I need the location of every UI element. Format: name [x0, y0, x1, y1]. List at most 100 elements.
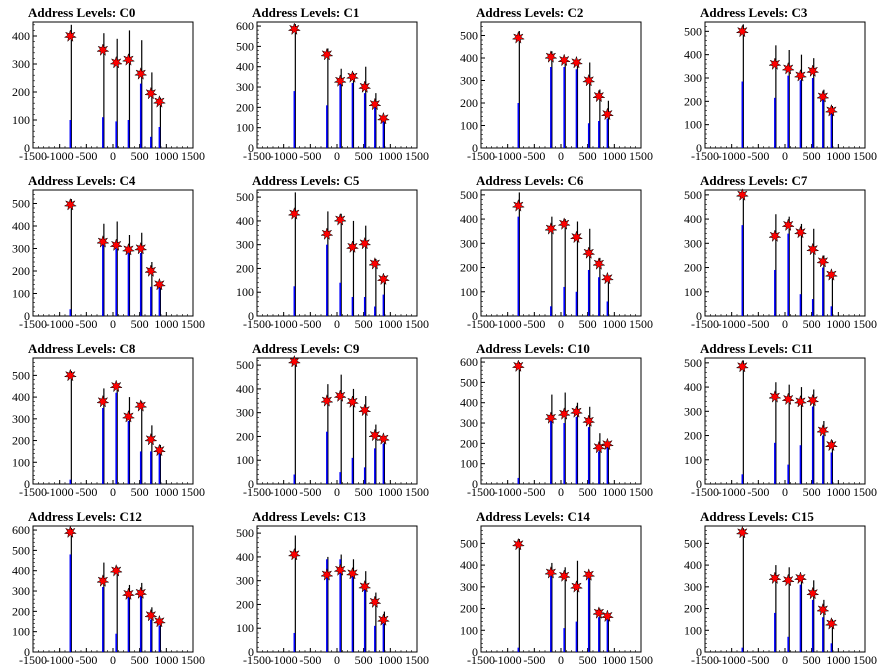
- y-tick-label: 500: [236, 39, 254, 53]
- chart-panel: Address Levels: C5 0 100 200 300 400 500 -1500-…: [224, 168, 448, 336]
- chart-svg: 0 100 200 300 400 500 -1500-1000 -500 0 500 1000 15…: [460, 188, 653, 331]
- x-tick-label: 500: [355, 485, 373, 499]
- chart-title: Address Levels: C15: [700, 509, 814, 524]
- y-tick-label: 400: [12, 390, 30, 404]
- peak-marker: [109, 379, 123, 393]
- x-tick-label: 1000: [602, 485, 626, 499]
- y-tick-label: 500: [684, 188, 702, 202]
- peak-marker: [557, 569, 571, 583]
- peak-marker: [134, 398, 148, 412]
- chart-title: Address Levels: C1: [252, 5, 360, 20]
- x-tick-label: -1000: [270, 317, 298, 331]
- y-tick-label: 200: [460, 602, 478, 616]
- y-tick-label: 200: [236, 261, 254, 275]
- plot-frame: [480, 189, 642, 317]
- peak-marker: [735, 24, 750, 38]
- x-tick-label: 500: [579, 485, 597, 499]
- peak-marker: [735, 188, 750, 202]
- peak-marker: [109, 55, 123, 69]
- chart-title: Address Levels: C0: [28, 5, 136, 20]
- peak-marker: [544, 221, 558, 235]
- y-tick-label: 300: [12, 412, 30, 426]
- peak-marker: [511, 198, 526, 212]
- x-tick-label: 1000: [378, 149, 402, 163]
- x-tick-label: 1500: [629, 317, 653, 331]
- y-tick-label: 300: [460, 236, 478, 250]
- y-tick-label: 300: [460, 580, 478, 594]
- peak-marker: [600, 271, 615, 285]
- peak-marker: [368, 97, 382, 111]
- peak-marker: [569, 579, 584, 593]
- x-tick-label: 500: [131, 653, 149, 667]
- y-tick-label: 400: [460, 212, 478, 226]
- peak-marker: [134, 241, 148, 255]
- x-tick-label: -500: [747, 485, 769, 499]
- plot-frame: [32, 357, 194, 485]
- peak-marker: [806, 586, 820, 600]
- y-tick-label: 300: [236, 80, 254, 94]
- y-tick-label: 400: [684, 380, 702, 394]
- peak-marker: [109, 238, 123, 252]
- peak-marker: [320, 393, 334, 407]
- chart-svg: 0 100 200 300 400 500 600 -1500-1000 -500 0 500 100…: [460, 355, 653, 499]
- x-tick-label: -500: [75, 149, 97, 163]
- x-tick-label: -500: [747, 317, 769, 331]
- y-tick-label: 500: [236, 190, 254, 204]
- y-tick-label: 300: [460, 416, 478, 430]
- peak-marker: [63, 29, 78, 43]
- x-tick-label: 1500: [853, 485, 877, 499]
- x-tick-label: 1000: [826, 149, 850, 163]
- peak-marker: [511, 30, 526, 44]
- y-tick-label: 100: [12, 455, 30, 469]
- chart-panel: Address Levels: C3 0 100 200 300 400 500 -1500-…: [672, 0, 896, 168]
- peak-marker: [544, 565, 558, 579]
- plot-frame: [480, 525, 642, 653]
- chart-panel: Address Levels: C6 0 100 200 300 400 500 -1500-…: [448, 168, 672, 336]
- x-tick-label: -1000: [718, 653, 746, 667]
- x-tick-label: -1500: [467, 485, 495, 499]
- x-tick-label: -1500: [691, 317, 719, 331]
- y-tick-label: 200: [684, 429, 702, 443]
- peak-marker: [368, 428, 382, 442]
- y-tick-label: 500: [684, 24, 702, 38]
- x-tick-label: 1000: [602, 149, 626, 163]
- x-tick-label: -500: [299, 317, 321, 331]
- x-tick-label: -1000: [46, 485, 74, 499]
- x-tick-label: 1000: [602, 317, 626, 331]
- y-tick-label: 100: [12, 625, 30, 639]
- x-tick-label: 500: [355, 653, 373, 667]
- y-tick-label: 0: [24, 141, 30, 155]
- x-tick-label: -1000: [494, 653, 522, 667]
- chart-title: Address Levels: C5: [252, 173, 360, 188]
- x-tick-label: -1500: [467, 653, 495, 667]
- peak-marker: [793, 68, 808, 82]
- y-tick-label: 500: [236, 358, 254, 372]
- peak-marker: [333, 389, 347, 403]
- plot-frame: [704, 357, 866, 485]
- y-tick-label: 100: [460, 119, 478, 133]
- chart-panel: Address Levels: C12 0 100 200 300 400 500 600 -1…: [0, 504, 224, 672]
- x-tick-label: -500: [747, 149, 769, 163]
- chart-panel: Address Levels: C7 0 100 200 300 400 500 -1500-…: [672, 168, 896, 336]
- y-tick-label: 500: [460, 536, 478, 550]
- y-tick-label: 500: [460, 375, 478, 389]
- y-tick-label: 200: [12, 85, 30, 99]
- x-tick-label: -500: [523, 149, 545, 163]
- x-tick-label: 0: [558, 653, 564, 667]
- x-tick-label: -1500: [691, 149, 719, 163]
- y-tick-label: 0: [248, 645, 254, 659]
- peak-marker: [544, 411, 558, 425]
- y-tick-label: 200: [12, 604, 30, 618]
- y-tick-label: 400: [684, 558, 702, 572]
- x-tick-label: 0: [334, 317, 340, 331]
- peak-marker: [63, 197, 78, 211]
- peak-marker: [735, 359, 750, 373]
- peak-marker: [345, 70, 360, 84]
- peak-marker: [557, 407, 571, 421]
- x-tick-label: -1000: [718, 317, 746, 331]
- y-tick-label: 200: [684, 94, 702, 108]
- peak-marker: [569, 55, 584, 69]
- y-tick-label: 200: [236, 100, 254, 114]
- y-tick-label: 400: [684, 48, 702, 62]
- x-tick-label: 500: [355, 149, 373, 163]
